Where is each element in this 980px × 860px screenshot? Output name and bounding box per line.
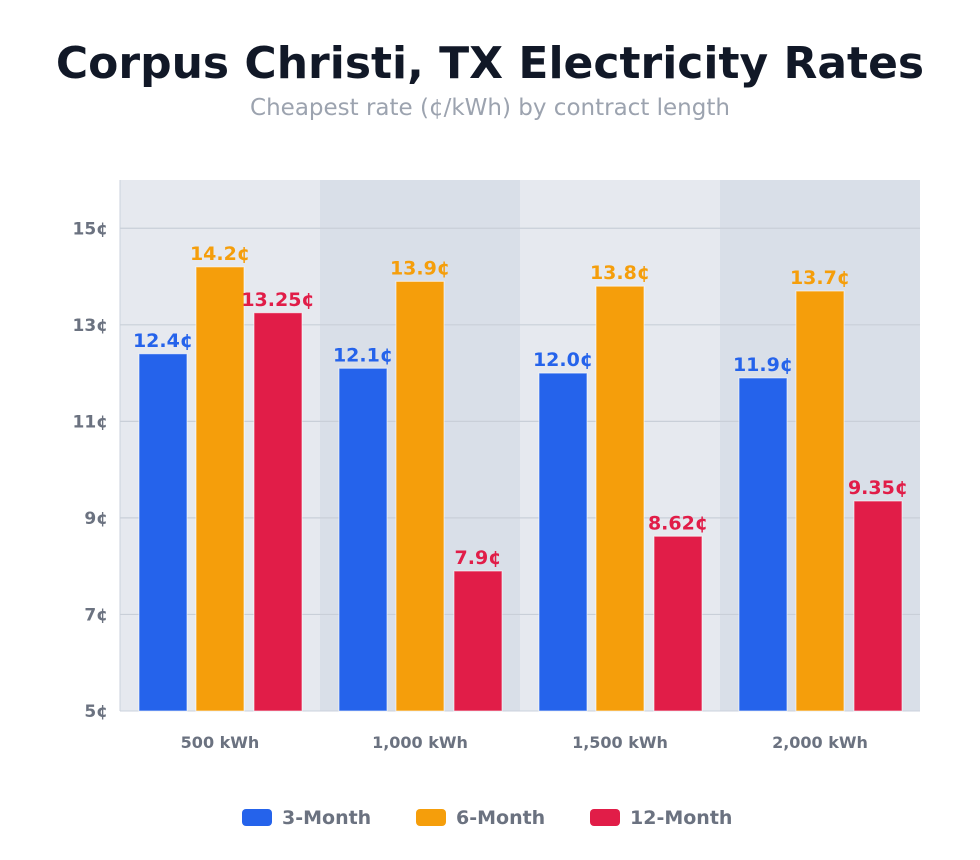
y-tick-label: 13¢: [73, 316, 109, 336]
bar-12-month: [253, 312, 303, 712]
bar-3-month: [338, 367, 388, 712]
y-tick-label: 11¢: [73, 412, 109, 432]
y-tick-label: 15¢: [73, 219, 109, 239]
legend-swatch-12-month: [590, 809, 620, 826]
y-tick-label: 5¢: [84, 702, 108, 722]
x-tick-label: 2,000 kWh: [772, 733, 868, 752]
legend-label: 12-Month: [630, 807, 732, 829]
bar-6-month: [195, 266, 245, 712]
y-tick-label: 7¢: [84, 605, 108, 625]
data-label: 8.62¢: [648, 512, 708, 534]
data-label: 14.2¢: [190, 243, 250, 265]
data-label: 13.7¢: [790, 267, 850, 289]
data-label: 11.9¢: [733, 354, 793, 376]
data-label: 13.8¢: [590, 262, 650, 284]
bar-3-month: [738, 377, 788, 712]
x-tick-label: 500 kWh: [181, 733, 260, 752]
x-tick-label: 1,500 kWh: [572, 733, 668, 752]
bar-12-month: [653, 535, 703, 712]
bar-12-month: [853, 500, 903, 712]
legend-swatch-3-month: [242, 809, 272, 826]
bar-6-month: [795, 290, 845, 712]
data-label: 7.9¢: [455, 547, 502, 569]
chart-subtitle: Cheapest rate (¢/kWh) by contract length: [250, 95, 730, 121]
data-label: 12.1¢: [333, 344, 393, 366]
legend-label: 6-Month: [456, 807, 545, 829]
bar-3-month: [538, 372, 588, 712]
legend-label: 3-Month: [282, 807, 371, 829]
bar-12-month: [453, 570, 503, 712]
bar-6-month: [595, 285, 645, 712]
data-label: 12.0¢: [533, 349, 593, 371]
x-tick-label: 1,000 kWh: [372, 733, 468, 752]
bar-3-month: [138, 353, 188, 712]
data-label: 12.4¢: [133, 330, 193, 352]
data-label: 9.35¢: [848, 477, 908, 499]
y-tick-label: 9¢: [84, 509, 108, 529]
data-label: 13.25¢: [241, 289, 314, 311]
bar-6-month: [395, 280, 445, 712]
data-label: 13.9¢: [390, 257, 450, 279]
chart-title: Corpus Christi, TX Electricity Rates: [56, 38, 924, 89]
legend-swatch-6-month: [416, 809, 446, 826]
